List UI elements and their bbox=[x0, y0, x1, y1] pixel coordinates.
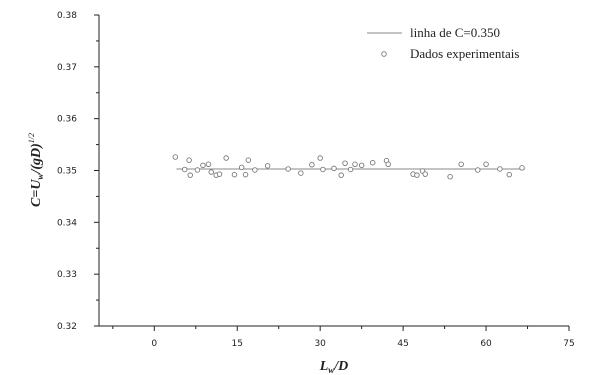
data-point bbox=[208, 169, 214, 175]
data-point bbox=[309, 162, 315, 168]
x-tick-label: 0 bbox=[151, 339, 157, 349]
data-point bbox=[414, 172, 420, 178]
data-point bbox=[458, 161, 464, 168]
data-point bbox=[298, 170, 304, 176]
y-tick-label: 0.33 bbox=[57, 270, 77, 280]
y-tick-label: 0.37 bbox=[57, 63, 77, 73]
data-point bbox=[172, 154, 179, 160]
data-points bbox=[172, 154, 525, 180]
data-point bbox=[352, 161, 358, 168]
x-tick-label: 30 bbox=[314, 339, 326, 349]
data-point bbox=[483, 161, 489, 168]
data-point bbox=[187, 172, 193, 178]
y-tick-label: 0.36 bbox=[57, 115, 77, 125]
y-axis-title: C=Uw/(gD)1/2 bbox=[27, 133, 45, 207]
data-point bbox=[369, 159, 376, 166]
data-point bbox=[497, 166, 503, 172]
data-point bbox=[186, 157, 192, 163]
data-point bbox=[245, 157, 252, 163]
data-point bbox=[519, 165, 525, 171]
x-axis-title: Lw/D bbox=[319, 359, 349, 375]
data-point bbox=[264, 163, 271, 169]
data-point bbox=[342, 160, 348, 166]
data-point bbox=[385, 161, 391, 168]
data-point bbox=[320, 166, 326, 173]
data-point bbox=[422, 171, 428, 177]
legend-data-label: Dados experimentais bbox=[410, 46, 519, 61]
data-point bbox=[231, 171, 238, 178]
y-tick-label: 0.32 bbox=[57, 322, 77, 332]
data-point bbox=[317, 155, 323, 161]
data-point bbox=[252, 167, 258, 173]
x-tick-label: 15 bbox=[232, 339, 243, 349]
y-tick-label: 0.38 bbox=[57, 11, 77, 21]
data-point bbox=[338, 172, 344, 178]
data-point bbox=[194, 167, 201, 173]
x-tick-label: 75 bbox=[563, 339, 574, 349]
x-tick-label: 60 bbox=[480, 339, 492, 349]
x-axis-ticks: 0 15 30 45 60 75 bbox=[112, 326, 575, 349]
data-point bbox=[216, 171, 223, 177]
data-point bbox=[200, 162, 206, 169]
data-point bbox=[238, 164, 245, 171]
data-point bbox=[331, 165, 337, 172]
plot-area: 0.32 0.33 0.34 0.35 0.36 0.37 0.38 0 15 30 45 60 75 bbox=[57, 11, 575, 349]
data-point bbox=[181, 166, 188, 173]
data-point bbox=[205, 161, 212, 168]
data-point bbox=[285, 166, 291, 172]
y-tick-label: 0.35 bbox=[57, 167, 77, 177]
data-point bbox=[347, 166, 354, 173]
y-axis-ticks: 0.32 0.33 0.34 0.35 0.36 0.37 0.38 bbox=[57, 11, 99, 332]
data-point bbox=[358, 162, 365, 169]
x-tick-label: 45 bbox=[397, 339, 408, 349]
data-point bbox=[475, 167, 481, 173]
legend: linha de C=0.350 Dados experimentais bbox=[367, 25, 519, 61]
data-point bbox=[506, 171, 513, 178]
data-point bbox=[447, 173, 453, 180]
legend-fit-line-label: linha de C=0.350 bbox=[410, 25, 500, 40]
legend-data-point-swatch bbox=[381, 51, 387, 57]
data-point bbox=[223, 155, 229, 161]
data-point bbox=[242, 171, 249, 178]
y-tick-label: 0.34 bbox=[57, 218, 77, 228]
